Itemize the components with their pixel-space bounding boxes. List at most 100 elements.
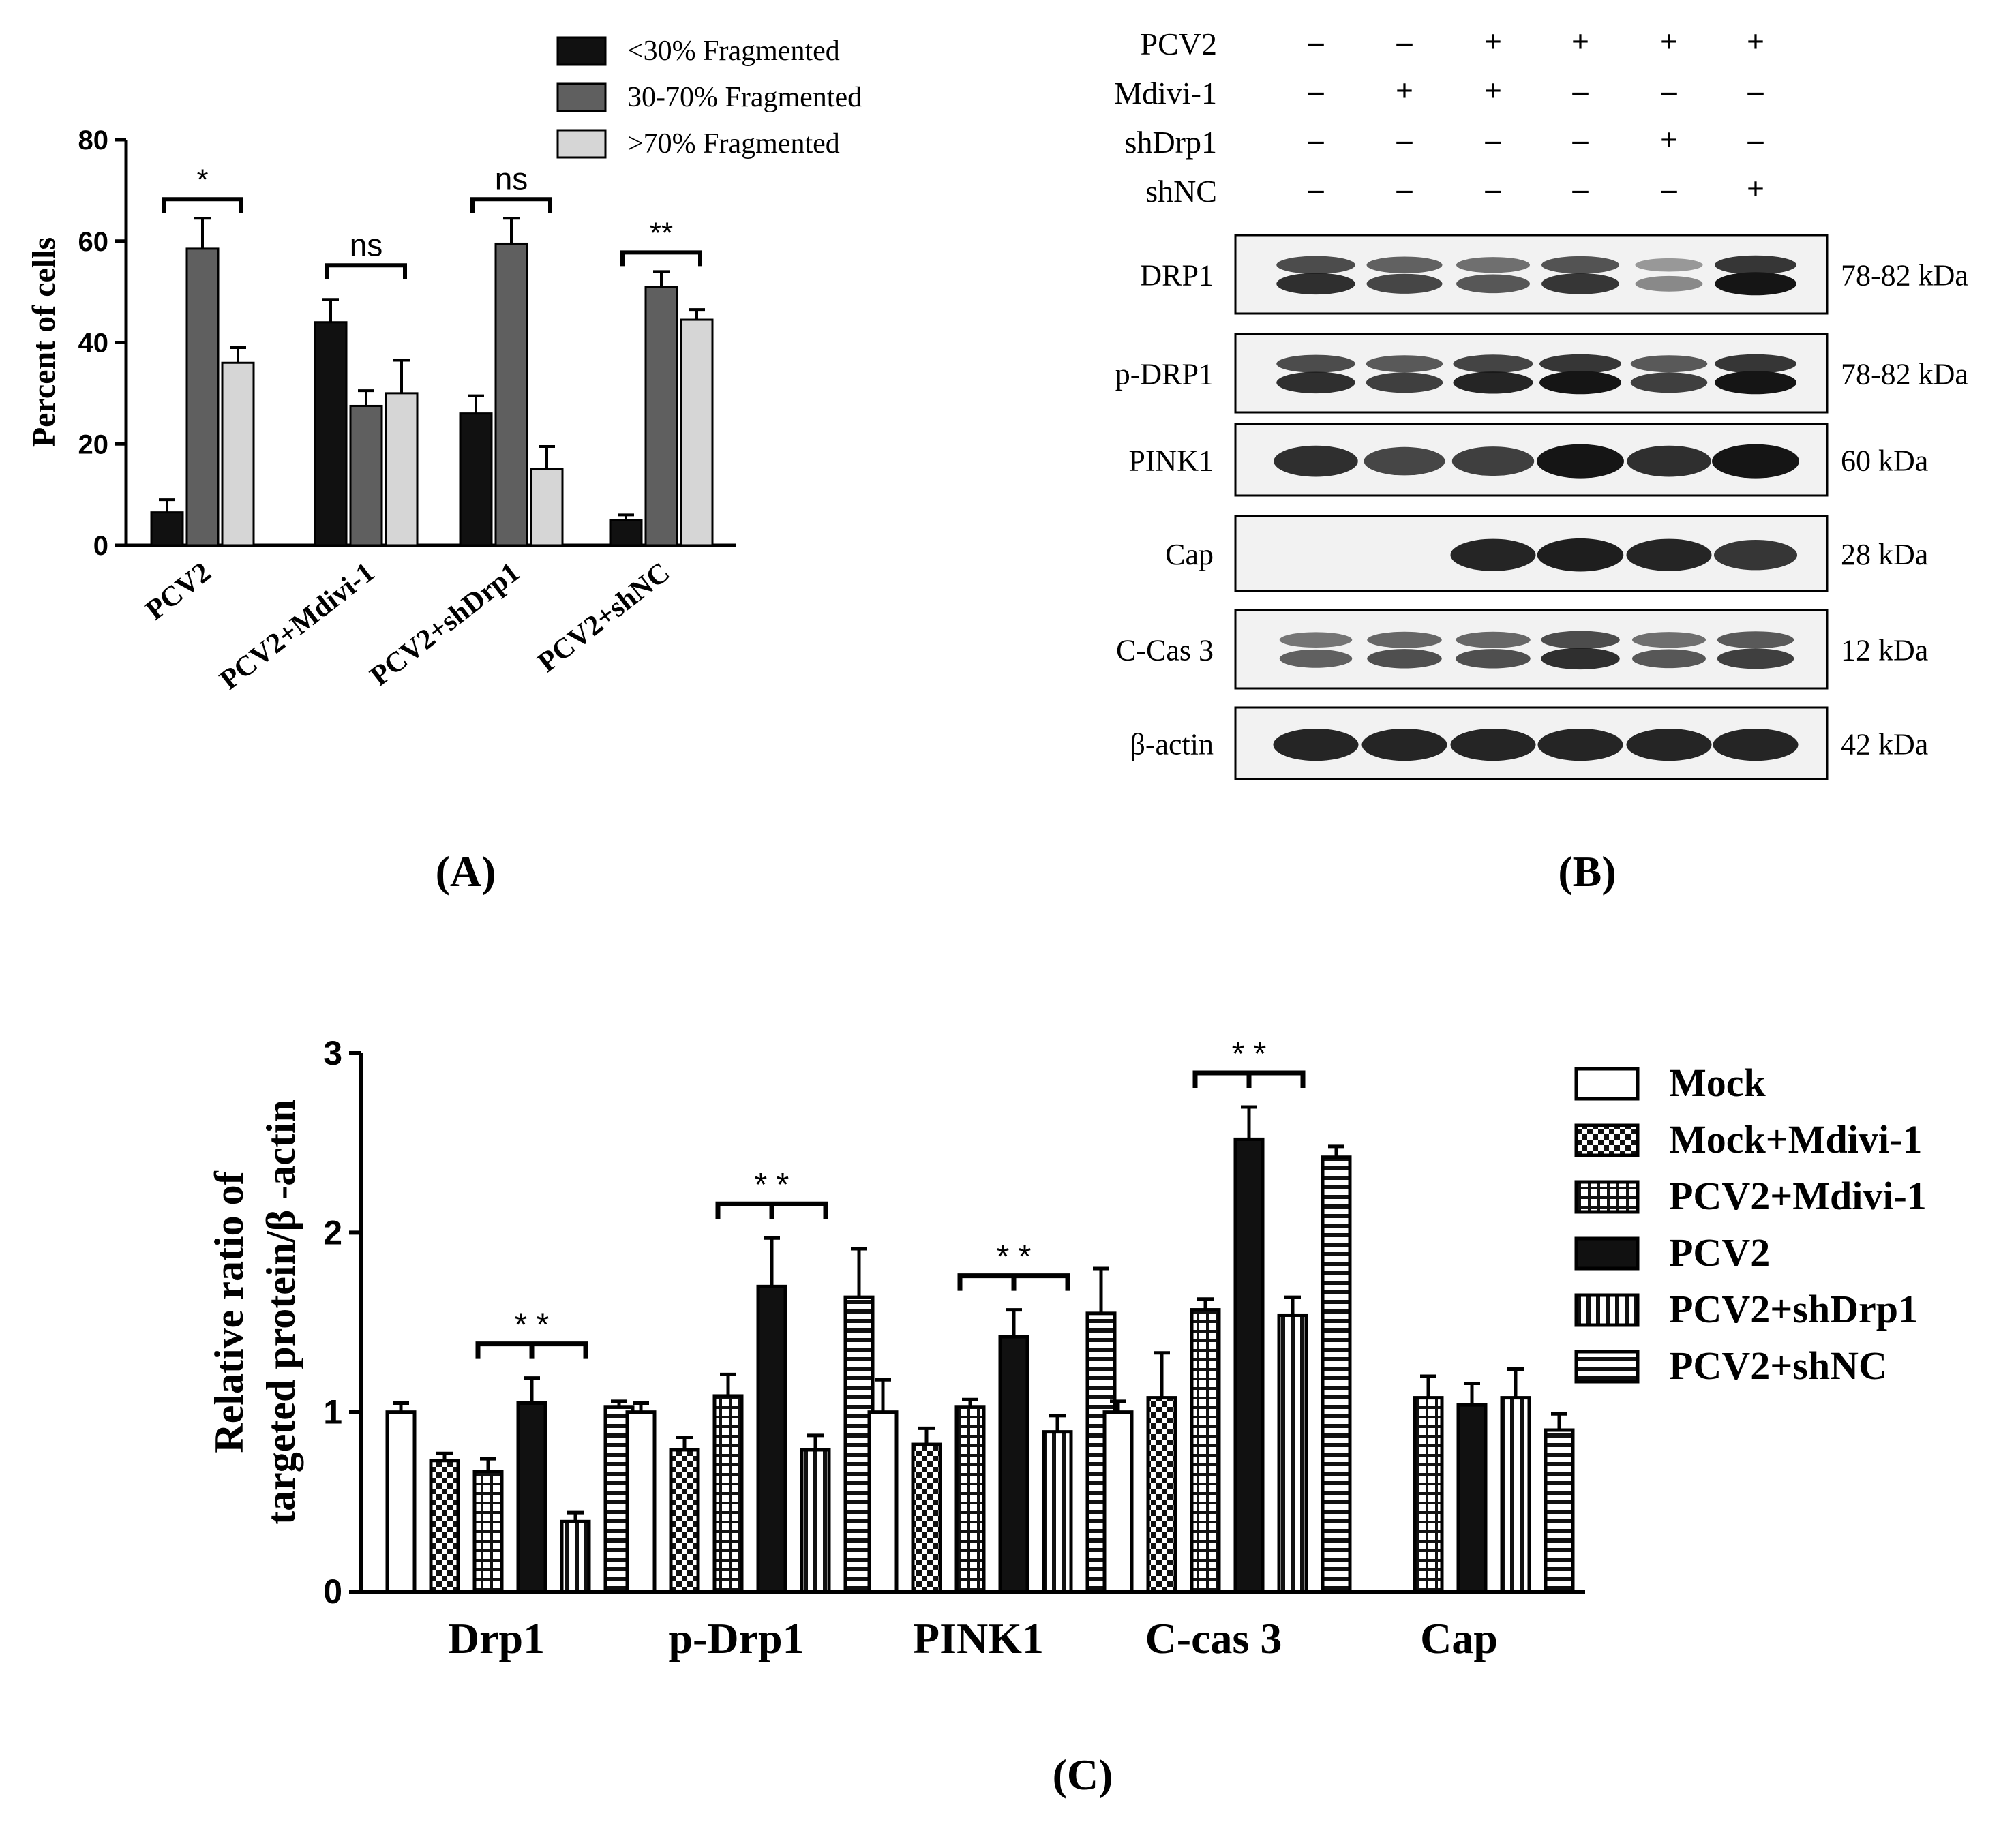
chart-c-bar	[867, 1410, 899, 1594]
blot-treatment-sign: –	[1572, 122, 1589, 157]
chart-c-x-tick-label: PINK1	[913, 1614, 1044, 1662]
chart-c-legend-label: Mock+Mdivi-1	[1669, 1117, 1922, 1161]
chart-c-bar	[756, 1284, 787, 1594]
blot-protein-label: p-DRP1	[1115, 358, 1214, 391]
blot-band	[1276, 273, 1355, 295]
chart-c-y-tick-label: 2	[323, 1213, 342, 1251]
chart-a-significance-bracket	[620, 250, 702, 267]
blot-band	[1626, 729, 1712, 761]
chart-c-legend-swatch	[1574, 1236, 1640, 1271]
chart-c-bar	[560, 1519, 591, 1594]
blot-band	[1366, 355, 1443, 373]
chart-a-y-tick-label: 20	[78, 429, 109, 459]
blot-treatment-sign: –	[1308, 122, 1325, 157]
chart-a-bar	[494, 242, 528, 547]
blot-treatment-sign: –	[1396, 171, 1413, 206]
chart-a-legend-swatch	[556, 82, 607, 112]
blot-band	[1276, 371, 1355, 394]
blot-band	[1366, 372, 1443, 393]
blot-band	[1717, 631, 1794, 649]
chart-c-bar	[1544, 1428, 1575, 1594]
chart-a-bar	[349, 404, 383, 547]
blot-size-label: 12 kDa	[1841, 634, 1928, 667]
blot-band	[1715, 354, 1796, 374]
blot-band	[1450, 729, 1536, 761]
chart-c-legend-swatch	[1574, 1123, 1640, 1157]
blot-band	[1276, 256, 1355, 274]
blot-treatment-sign: –	[1396, 24, 1413, 59]
chart-a-bar	[530, 468, 564, 547]
blot-treatment-sign: –	[1661, 171, 1678, 206]
chart-c-bar	[669, 1448, 700, 1594]
chart-c-x-tick-label: Drp1	[448, 1614, 545, 1662]
chart-a-significance-label: *	[196, 163, 208, 196]
chart-c-bar	[1233, 1137, 1265, 1594]
blot-band	[1456, 649, 1531, 669]
blot-band	[1715, 272, 1796, 296]
chart-c-bar	[911, 1442, 942, 1594]
chart-a-bar	[150, 511, 184, 547]
chart-a-plot: 0 20 40 60 80 PCV2 * PCV2+Mdivi-1 ns PCV2+shDrp1 n…	[78, 125, 736, 696]
chart-a-x-tick-label: PCV2	[140, 557, 217, 626]
chart-c-y-axis-label-line-2: targeted protein/β -actin	[258, 1099, 303, 1525]
chart-c-bar	[429, 1459, 460, 1594]
blot-band	[1537, 729, 1623, 761]
chart-a-x-tick-label: PCV2+shNC	[532, 557, 676, 679]
chart-c-y-tick-label: 0	[323, 1573, 342, 1611]
blot-treatment-sign: –	[1485, 171, 1502, 206]
chart-c-legend-swatch	[1574, 1067, 1640, 1101]
chart-a-bar	[185, 247, 220, 547]
blot-treatment-sign: –	[1308, 73, 1325, 108]
blot-band	[1627, 445, 1711, 477]
chart-c-bar	[998, 1335, 1029, 1594]
blot-band	[1537, 538, 1624, 572]
chart-c-legend-label: PCV2+Mdivi-1	[1669, 1174, 1927, 1218]
chart-c-legend-swatch	[1574, 1350, 1640, 1384]
blot-band	[1537, 444, 1624, 479]
chart-a-bar	[680, 318, 714, 547]
blot-treatment-sign: +	[1484, 73, 1502, 108]
blot-band	[1279, 632, 1353, 648]
chart-c-x-tick-label: p-Drp1	[668, 1614, 804, 1662]
blot-band	[1361, 729, 1447, 761]
blot-size-label: 28 kDa	[1841, 538, 1928, 571]
blot-treatment-sign: –	[1572, 73, 1589, 108]
chart-a-bar	[644, 286, 678, 547]
blot-treatment-sign: –	[1308, 171, 1325, 206]
blot-band	[1635, 258, 1703, 272]
chart-c-bar	[1277, 1313, 1308, 1594]
chart-c-significance-bracket	[1192, 1070, 1306, 1088]
blot-treatment-label: PCV2	[1141, 27, 1217, 61]
chart-a-legend-label: <30% Fragmented	[627, 35, 840, 67]
chart-c-bar	[1102, 1410, 1134, 1594]
blot-band	[1635, 275, 1703, 292]
chart-c-significance-label: * *	[1232, 1036, 1267, 1072]
chart-c-bar	[1456, 1403, 1488, 1594]
blot-band	[1714, 540, 1797, 571]
blot-band	[1630, 372, 1708, 393]
chart-a-legend-swatch	[556, 36, 607, 66]
blot-band	[1453, 371, 1533, 394]
blot-band	[1626, 538, 1712, 571]
chart-c-legend-label: PCV2	[1669, 1230, 1770, 1275]
blot-treatment-sign: –	[1485, 122, 1502, 157]
blot-treatment-sign: –	[1661, 73, 1678, 108]
chart-panel-c: Relative ratio of targeted protein/β -ac…	[207, 1034, 1927, 1662]
blot-band	[1717, 648, 1794, 669]
blot-band	[1541, 631, 1620, 649]
chart-a-bar	[385, 392, 419, 547]
chart-c-bar	[1321, 1155, 1352, 1594]
blot-membrane-box	[1234, 333, 1829, 414]
chart-c-bar	[472, 1470, 504, 1594]
blot-band	[1364, 446, 1445, 476]
blot-band	[1279, 649, 1353, 668]
chart-a-significance-bracket	[162, 197, 243, 213]
blot-treatment-sign: +	[1396, 73, 1413, 108]
blot-treatment-sign: –	[1396, 122, 1413, 157]
blot-protein-label: C-Cas 3	[1116, 634, 1214, 667]
chart-c-significance-bracket	[715, 1201, 828, 1219]
chart-a-y-tick-label: 60	[78, 227, 109, 257]
chart-c-plot: 0 1 2 3 Drp1 * * p-Drp1 * * PINK1 * * C-cas 3 * * Ca…	[323, 1034, 1585, 1662]
blot-treatment-sign: +	[1747, 24, 1764, 59]
blot-treatment-label: shNC	[1145, 174, 1217, 209]
